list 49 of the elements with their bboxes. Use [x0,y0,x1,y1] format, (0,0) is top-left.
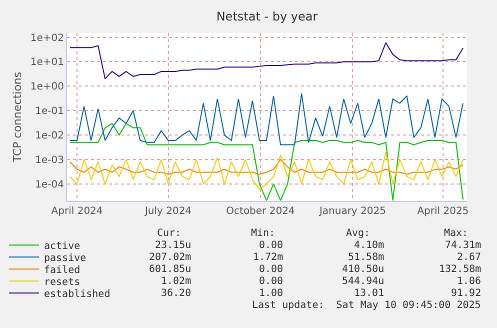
text: 74.31m [445,240,482,251]
x-tick-label: October 2024 [226,206,295,217]
x-tick-label: January 2025 [318,206,386,217]
text: Last update: Sat May 10 09:45:00 2025 [252,300,481,311]
line-series [70,152,464,190]
text: 0.00 [259,264,284,275]
legend-label: failed [44,264,80,276]
y-tick-label: 1e+02 [30,32,64,44]
text: 51.58m [348,252,384,263]
text: 2.67 [457,252,482,263]
y-axis-title: TCP connections [11,72,24,164]
text: 1.02m [161,276,192,287]
y-tick-label: 1e+01 [30,57,64,68]
legend-label: resets [44,276,80,288]
legend-label: established [44,288,110,300]
text: 410.50u [342,264,384,275]
text: 1.06 [457,276,482,287]
line-series [70,158,464,175]
text: 601.85u [149,264,192,275]
text: 1.00 [259,288,284,299]
text: 4.10m [354,240,384,251]
text: 0.00 [259,276,284,287]
text: Avg: [346,228,370,239]
y-tick-label: 1e-04 [35,179,64,190]
y-tick-label: 1e+00 [30,82,64,93]
x-tick-label: July 2024 [144,206,192,217]
text: 207.02m [149,252,192,263]
text: Min: [251,228,276,239]
y-tick-label: 1e-02 [35,130,64,142]
text: 544.94u [342,276,384,287]
text: 132.58m [439,264,482,275]
y-tick-label: 1e-03 [35,154,64,166]
text: 23.15u [155,240,192,251]
text: 1.72m [253,252,284,263]
text: Cur: [157,228,182,239]
text: Max: [444,228,468,239]
text: 91.92 [451,288,482,299]
text: 13.01 [354,288,384,299]
line-series [70,93,464,146]
legend-label: passive [44,252,86,264]
x-tick-label: April 2024 [51,206,103,217]
line-series [70,122,464,201]
text: 36.20 [161,288,192,299]
x-tick-label: April 2025 [417,206,469,217]
y-tick-label: 1e-01 [35,106,64,118]
text: 0.00 [259,240,284,251]
chart-title: Netstat - by year [216,9,318,24]
line-series [70,42,464,80]
legend-label: active [44,240,80,252]
